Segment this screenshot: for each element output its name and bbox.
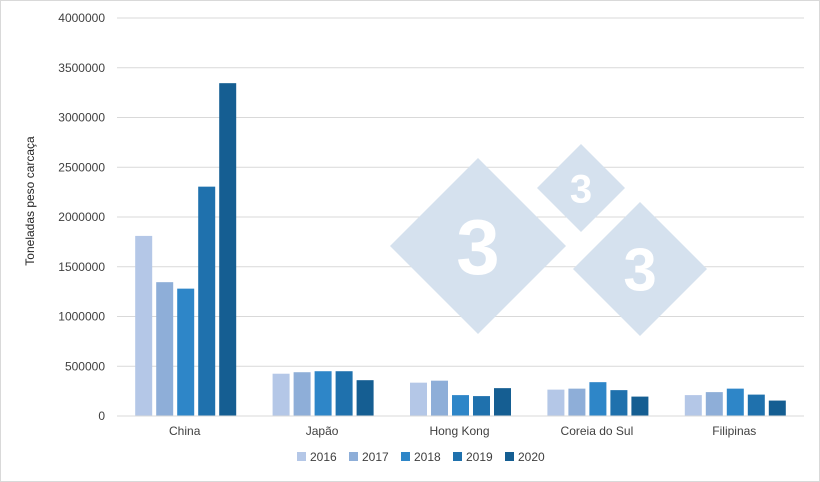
y-tick-label: 4000000 bbox=[58, 11, 105, 25]
bar-2019 bbox=[198, 186, 216, 416]
watermark-diamond: 3 bbox=[537, 144, 625, 232]
bar-2019 bbox=[747, 394, 765, 416]
x-category-label: Japão bbox=[306, 424, 339, 438]
bar-2016 bbox=[272, 373, 290, 416]
y-tick-label: 3000000 bbox=[58, 111, 105, 125]
bar-2018 bbox=[726, 388, 744, 416]
bar-2017 bbox=[568, 388, 586, 416]
bars bbox=[135, 83, 786, 417]
x-category-label: Coreia do Sul bbox=[561, 424, 634, 438]
legend-swatch bbox=[505, 452, 514, 461]
legend-swatch bbox=[349, 452, 358, 461]
x-category-label: Filipinas bbox=[712, 424, 756, 438]
watermark-digit: 3 bbox=[623, 237, 656, 304]
x-category-label: Hong Kong bbox=[429, 424, 489, 438]
y-axis-title: Toneladas peso carcaça bbox=[23, 136, 37, 266]
legend-item: 2020 bbox=[505, 450, 545, 464]
bar-2020 bbox=[494, 388, 511, 416]
watermark-diamond: 3 bbox=[573, 202, 707, 336]
bar-2017 bbox=[431, 380, 448, 416]
watermark-digit: 3 bbox=[456, 203, 499, 291]
bar-2020 bbox=[356, 380, 374, 416]
bar-2020 bbox=[219, 83, 237, 417]
watermark-diamond-shape bbox=[390, 158, 566, 334]
bar-2018 bbox=[452, 395, 469, 416]
bar-2019 bbox=[473, 396, 490, 416]
bar-2019 bbox=[610, 390, 628, 416]
bar-2017 bbox=[705, 392, 723, 416]
bar-2018 bbox=[177, 288, 195, 416]
y-tick-label: 1500000 bbox=[58, 260, 105, 274]
watermark-digit: 3 bbox=[570, 167, 592, 211]
legend-label: 2019 bbox=[466, 450, 493, 464]
legend-label: 2017 bbox=[362, 450, 389, 464]
y-tick-label: 0 bbox=[98, 409, 105, 423]
legend-item: 2018 bbox=[401, 450, 441, 464]
bar-2018 bbox=[314, 371, 332, 416]
watermark-diamond: 3 bbox=[390, 158, 566, 334]
bar-2016 bbox=[684, 395, 702, 416]
x-category-label: China bbox=[169, 424, 201, 438]
legend-label: 2018 bbox=[414, 450, 441, 464]
bar-2017 bbox=[293, 372, 311, 416]
bar-2019 bbox=[335, 371, 353, 416]
bar-2016 bbox=[135, 235, 153, 416]
bar-2016 bbox=[547, 389, 565, 416]
legend-label: 2016 bbox=[310, 450, 337, 464]
y-tick-label: 500000 bbox=[65, 359, 105, 373]
bar-2017 bbox=[156, 282, 174, 416]
legend-label: 2020 bbox=[518, 450, 545, 464]
bar-2016 bbox=[410, 382, 427, 416]
legend-swatch bbox=[297, 452, 306, 461]
y-tick-label: 2000000 bbox=[58, 210, 105, 224]
x-axis-categories: China Japão Hong Kong Coreia do Sul Filipina… bbox=[169, 424, 756, 438]
legend-item: 2017 bbox=[349, 450, 389, 464]
y-axis-ticks: 0 500000 1000000 1500000 2000000 2500000 30000… bbox=[58, 11, 105, 423]
watermark-logo: 333 bbox=[390, 144, 707, 336]
watermark-diamond-shape bbox=[573, 202, 707, 336]
y-tick-label: 3500000 bbox=[58, 61, 105, 75]
legend-item: 2016 bbox=[297, 450, 337, 464]
watermark-diamond-shape bbox=[537, 144, 625, 232]
y-tick-label: 2500000 bbox=[58, 160, 105, 174]
y-tick-label: 1000000 bbox=[58, 310, 105, 324]
legend: 2016 2017 2018 2019 2020 bbox=[297, 450, 545, 464]
legend-swatch bbox=[453, 452, 462, 461]
bar-2020 bbox=[631, 396, 649, 416]
bar-2020 bbox=[768, 400, 786, 416]
legend-swatch bbox=[401, 452, 410, 461]
bar-2018 bbox=[589, 382, 607, 416]
legend-item: 2019 bbox=[453, 450, 493, 464]
